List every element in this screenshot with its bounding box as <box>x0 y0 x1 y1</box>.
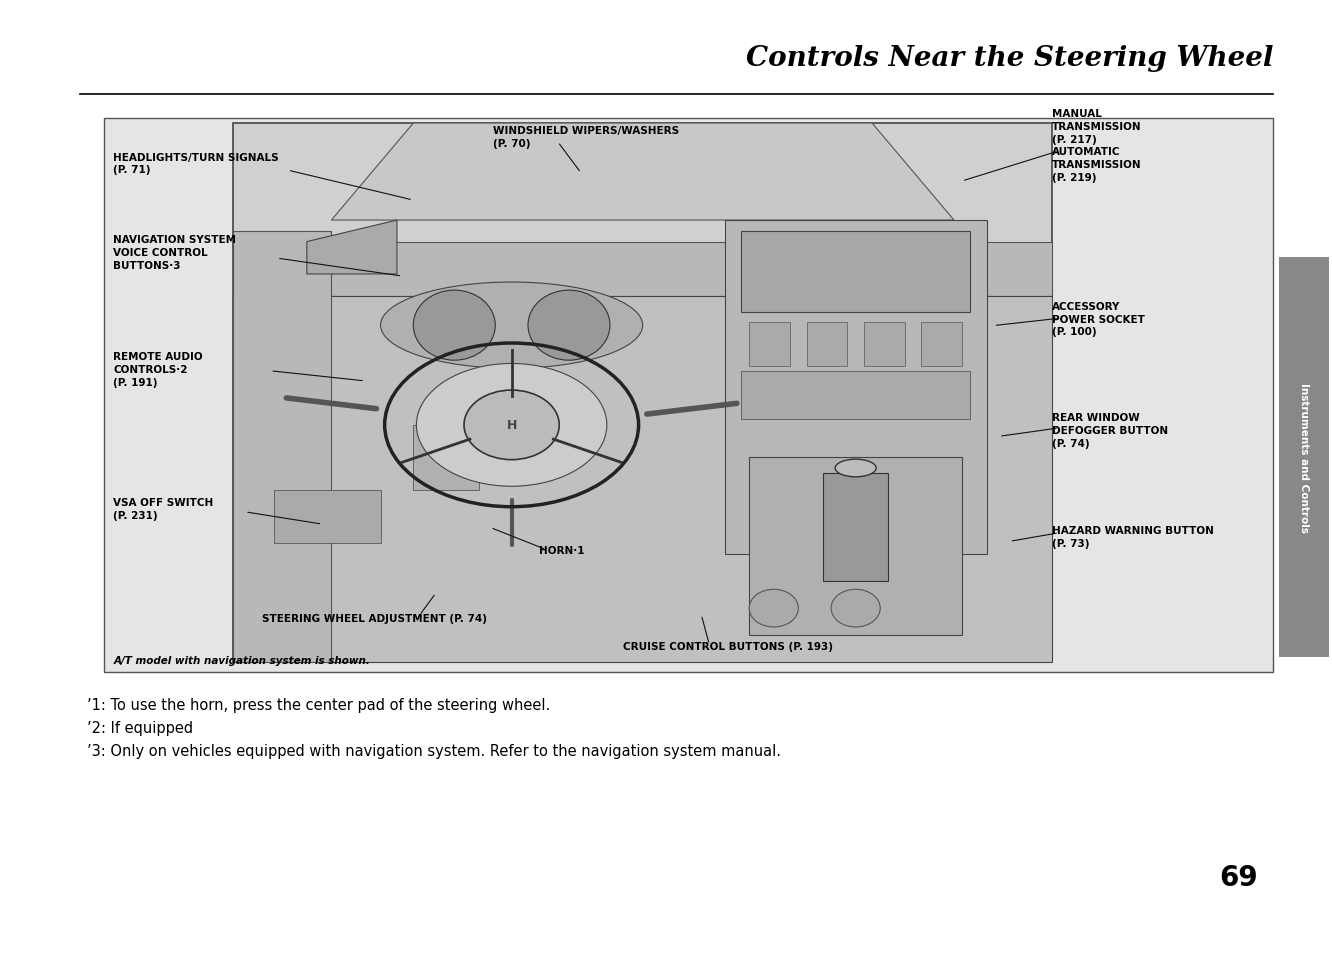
Bar <box>741 232 970 313</box>
Bar <box>922 323 962 366</box>
Text: CRUISE CONTROL BUTTONS (P. 193): CRUISE CONTROL BUTTONS (P. 193) <box>623 641 834 651</box>
Text: WINDSHIELD WIPERS/WASHERS
(P. 70): WINDSHIELD WIPERS/WASHERS (P. 70) <box>493 126 679 149</box>
Bar <box>233 232 332 662</box>
Bar <box>233 124 1052 662</box>
Text: NAVIGATION SYSTEM
VOICE CONTROL
BUTTONS·3: NAVIGATION SYSTEM VOICE CONTROL BUTTONS·… <box>113 234 236 271</box>
Polygon shape <box>332 124 954 221</box>
Text: STEERING WHEEL ADJUSTMENT (P. 74): STEERING WHEEL ADJUSTMENT (P. 74) <box>262 614 488 623</box>
Bar <box>741 372 970 420</box>
Text: H: H <box>506 419 517 432</box>
Text: Controls Near the Steering Wheel: Controls Near the Steering Wheel <box>746 45 1273 71</box>
Text: REMOTE AUDIO
CONTROLS·2
(P. 191): REMOTE AUDIO CONTROLS·2 (P. 191) <box>113 352 202 388</box>
Bar <box>1279 257 1329 658</box>
Ellipse shape <box>749 590 798 627</box>
Bar <box>413 425 480 490</box>
Text: MANUAL
TRANSMISSION
(P. 217)
AUTOMATIC
TRANSMISSION
(P. 219): MANUAL TRANSMISSION (P. 217) AUTOMATIC T… <box>1052 109 1142 183</box>
Text: HEADLIGHTS/TURN SIGNALS
(P. 71): HEADLIGHTS/TURN SIGNALS (P. 71) <box>113 152 278 175</box>
Polygon shape <box>233 242 1052 296</box>
Text: ’2: If equipped: ’2: If equipped <box>87 720 193 736</box>
Text: A/T model with navigation system is shown.: A/T model with navigation system is show… <box>113 656 370 665</box>
Ellipse shape <box>527 291 610 361</box>
Bar <box>823 474 888 581</box>
Ellipse shape <box>381 283 643 369</box>
Bar <box>806 323 847 366</box>
Text: ’3: Only on vehicles equipped with navigation system. Refer to the navigation sy: ’3: Only on vehicles equipped with navig… <box>87 743 781 759</box>
Bar <box>725 221 987 555</box>
Ellipse shape <box>417 364 607 487</box>
Bar <box>233 296 1052 662</box>
Bar <box>749 323 790 366</box>
Ellipse shape <box>413 291 496 361</box>
Text: HORN·1: HORN·1 <box>539 546 585 556</box>
FancyBboxPatch shape <box>233 124 1052 662</box>
Text: REAR WINDOW
DEFOGGER BUTTON
(P. 74): REAR WINDOW DEFOGGER BUTTON (P. 74) <box>1052 413 1168 449</box>
Text: VSA OFF SWITCH
(P. 231): VSA OFF SWITCH (P. 231) <box>113 497 213 520</box>
Text: HAZARD WARNING BUTTON
(P. 73): HAZARD WARNING BUTTON (P. 73) <box>1052 525 1215 548</box>
Text: ’1: To use the horn, press the center pad of the steering wheel.: ’1: To use the horn, press the center pa… <box>87 698 550 713</box>
Bar <box>864 323 904 366</box>
Ellipse shape <box>464 391 559 460</box>
Text: 69: 69 <box>1220 862 1257 891</box>
Text: Instruments and Controls: Instruments and Controls <box>1299 382 1309 533</box>
Ellipse shape <box>835 459 876 477</box>
Text: ACCESSORY
POWER SOCKET
(P. 100): ACCESSORY POWER SOCKET (P. 100) <box>1052 301 1146 337</box>
FancyBboxPatch shape <box>104 119 1273 672</box>
Ellipse shape <box>831 590 880 627</box>
Bar <box>749 457 962 636</box>
Polygon shape <box>306 221 397 274</box>
Bar <box>274 490 381 544</box>
